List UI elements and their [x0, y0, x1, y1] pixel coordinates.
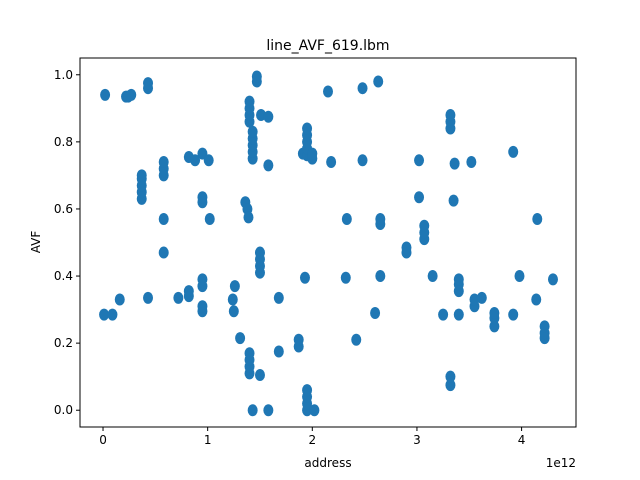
x-axis: 0 1 2 3 4	[99, 427, 525, 447]
data-point	[190, 154, 201, 167]
data-point	[263, 110, 274, 123]
data-point	[227, 293, 238, 306]
y-tick-label: 0.6	[54, 202, 73, 216]
x-tick-label: 2	[308, 433, 316, 447]
y-tick-label: 0.8	[54, 135, 73, 149]
data-point	[99, 308, 110, 321]
chart-title: line_AVF_619.lbm	[266, 38, 389, 54]
data-point	[243, 211, 254, 224]
data-point	[375, 213, 386, 226]
data-point	[229, 280, 240, 293]
data-point	[107, 308, 118, 321]
data-point	[448, 194, 459, 207]
data-point	[228, 305, 239, 318]
x-tick-label: 0	[99, 433, 107, 447]
data-point	[357, 154, 368, 167]
data-point	[100, 88, 111, 101]
data-point	[508, 308, 519, 321]
y-axis-label: AVF	[29, 231, 43, 254]
data-point	[254, 369, 265, 381]
data-point	[273, 291, 284, 304]
data-point	[453, 273, 464, 286]
data-point	[438, 308, 449, 321]
data-point	[375, 270, 386, 283]
data-point	[143, 291, 154, 304]
data-point	[489, 320, 500, 333]
data-point	[340, 271, 351, 284]
data-point	[309, 404, 320, 417]
data-point	[299, 271, 310, 284]
data-point	[136, 169, 147, 182]
data-point	[531, 293, 542, 306]
y-axis: 0.0 0.2 0.4 0.6 0.8 1.0	[54, 68, 80, 417]
data-point	[197, 300, 208, 313]
data-point	[532, 213, 543, 226]
data-point	[373, 75, 384, 88]
data-point	[302, 384, 313, 397]
data-point	[114, 293, 125, 306]
y-tick-label: 0.2	[54, 336, 73, 350]
x-tick-label: 4	[518, 433, 526, 447]
data-point	[341, 213, 352, 226]
plot-frame	[79, 57, 577, 428]
data-point	[126, 88, 137, 101]
data-point	[244, 95, 255, 108]
y-tick-label: 0.0	[54, 403, 73, 417]
data-point	[263, 159, 274, 172]
data-point	[445, 379, 456, 392]
x-offset-label: 1e12	[546, 456, 576, 470]
x-tick-label: 1	[204, 433, 212, 447]
data-point	[247, 404, 258, 417]
data-point	[326, 155, 337, 168]
data-point	[158, 213, 169, 226]
x-tick-label: 3	[413, 433, 421, 447]
data-point	[173, 291, 184, 304]
data-point	[293, 333, 304, 346]
data-point	[414, 154, 425, 167]
points-layer	[99, 70, 558, 417]
data-point	[307, 147, 318, 160]
data-point	[419, 219, 430, 232]
data-point	[247, 125, 258, 138]
data-point	[427, 270, 438, 283]
data-point	[453, 308, 464, 321]
data-point	[476, 291, 487, 304]
data-point	[445, 370, 456, 383]
data-point	[235, 332, 246, 345]
y-tick-label: 1.0	[54, 68, 73, 82]
data-point	[204, 213, 215, 226]
data-point	[203, 154, 214, 167]
y-tick-label: 0.4	[54, 269, 73, 283]
data-point	[370, 306, 381, 319]
data-point	[158, 246, 169, 259]
data-point	[445, 109, 456, 122]
data-point	[489, 306, 500, 319]
data-point	[357, 82, 368, 95]
data-point	[351, 333, 362, 346]
data-point	[323, 85, 333, 98]
data-point	[514, 270, 525, 283]
data-point	[251, 70, 262, 83]
data-point	[547, 273, 558, 286]
data-point	[508, 145, 519, 158]
data-point	[273, 345, 284, 358]
data-point	[302, 122, 313, 135]
data-point	[466, 155, 477, 168]
data-point	[401, 241, 412, 254]
data-point	[263, 404, 274, 417]
data-point	[414, 191, 425, 204]
data-point	[158, 155, 169, 168]
data-point	[254, 246, 265, 259]
data-point	[183, 285, 194, 298]
data-point	[244, 347, 255, 360]
data-point	[197, 191, 208, 204]
data-point	[197, 273, 208, 286]
x-axis-label: address	[304, 456, 351, 470]
data-point	[449, 157, 460, 170]
data-point	[539, 320, 550, 333]
data-point	[143, 77, 154, 90]
